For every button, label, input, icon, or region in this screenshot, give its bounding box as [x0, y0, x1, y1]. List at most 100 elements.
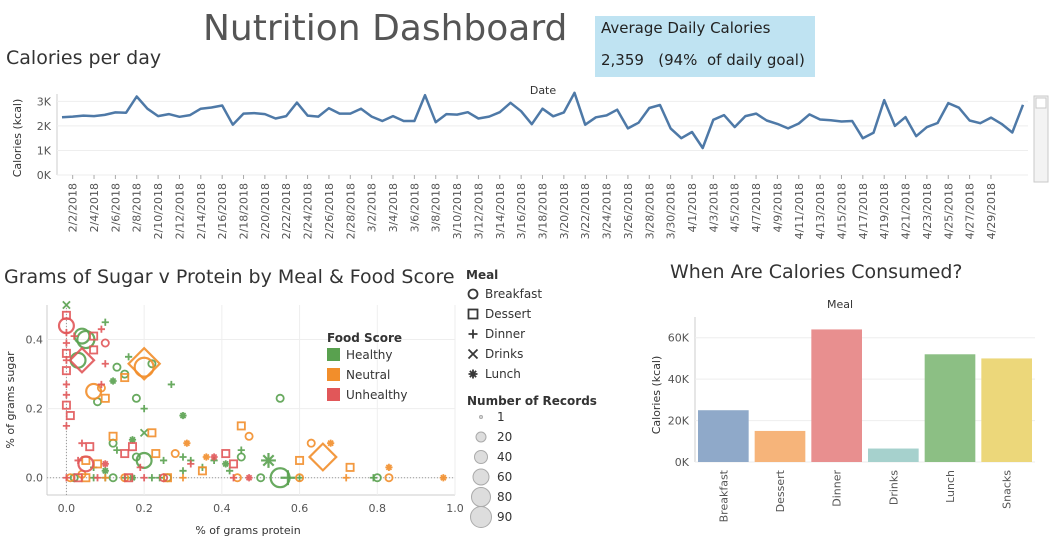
size-legend-label: 60 [497, 470, 512, 484]
scatter-point [62, 391, 71, 399]
food-score-swatch [327, 368, 340, 381]
scatter-xlabel: % of grams protein [195, 524, 300, 537]
scatter-point [170, 449, 180, 459]
scatter-point [236, 421, 246, 431]
scatter-point [295, 473, 305, 483]
size-legend-label: 90 [497, 510, 512, 524]
scatter-point [439, 474, 447, 482]
scatter-point [62, 380, 71, 389]
scatter-point [245, 474, 253, 482]
size-legend-label: 20 [497, 430, 512, 444]
line-chart-top-xlabel: Date [530, 84, 557, 97]
scatter-point [385, 463, 393, 471]
line-xtick-label: 4/17/2018 [857, 183, 870, 239]
line-xtick-label: 2/8/2018 [131, 183, 144, 232]
line-xtick-label: 4/5/2018 [729, 183, 742, 232]
food-score-label: Unhealthy [346, 388, 407, 402]
scatter-point [179, 453, 187, 461]
scatter-point [148, 474, 156, 482]
scatter-point [384, 473, 394, 483]
bar-breakfast [698, 410, 749, 462]
scatter-point [89, 345, 99, 355]
scatter-point [101, 360, 109, 368]
line-xtick-label: 3/30/2018 [665, 183, 678, 239]
scatter-point [101, 474, 109, 482]
size-legend-circle [474, 450, 488, 464]
line-chart: Date Calories (kcal) 0K 1K 2K 3K 2/2/2018 2/… [11, 84, 1049, 239]
line-xtick-label: 2/6/2018 [109, 183, 122, 232]
scatter-point [159, 473, 169, 483]
line-xtick-label: 2/16/2018 [216, 183, 229, 239]
scatter-point [100, 393, 110, 403]
scatter-point [256, 473, 266, 483]
calories-line [61, 91, 1025, 150]
line-xtick-label: 2/4/2018 [88, 183, 101, 232]
scatter-point [128, 436, 137, 444]
line-chart-ylabel: Calories (kcal) [11, 99, 24, 178]
scatter-point [101, 460, 109, 468]
line-xtick-label: 3/26/2018 [622, 183, 635, 239]
line-ytick-label: 3K [37, 95, 52, 108]
bar-ytick-label: 20K [668, 415, 690, 428]
scatter-point [65, 411, 75, 421]
scrollbar-thumb[interactable] [1035, 97, 1047, 109]
meal-legend-icon [467, 308, 479, 320]
line-xtick-label: 4/29/2018 [985, 183, 998, 239]
line-xtick-label: 2/20/2018 [259, 183, 272, 239]
dashboard-title: Nutrition Dashboard [203, 8, 568, 49]
meal-legend-title: Meal [466, 268, 498, 282]
bar-snacks [981, 358, 1032, 462]
scatter-point [140, 474, 148, 482]
bar-category-label: Lunch [944, 470, 957, 503]
food-score-legend-title: Food Score [327, 331, 402, 345]
line-xtick-label: 3/18/2018 [537, 183, 550, 239]
scatter-point [151, 449, 161, 459]
line-xtick-label: 4/1/2018 [686, 183, 699, 232]
scatter-point [202, 453, 210, 461]
scatter-ytick-label: 0.2 [26, 403, 44, 416]
scatter-point [229, 474, 238, 482]
size-legend-circle [471, 487, 491, 507]
size-legend-label: 1 [497, 410, 505, 424]
scatter-point [101, 467, 109, 475]
scatter-point [327, 439, 335, 447]
scatter-point [127, 442, 137, 452]
scatter-point [69, 351, 87, 369]
line-xtick-label: 4/13/2018 [814, 183, 827, 239]
scatter-point [101, 318, 109, 326]
scatter-ylabel: % of grams sugar [4, 351, 17, 449]
line-xtick-label: 4/23/2018 [921, 183, 934, 239]
scatter-point [295, 455, 305, 465]
line-xtick-label: 2/2/2018 [67, 183, 80, 232]
line-xtick-label: 2/18/2018 [238, 183, 251, 239]
scatter-point [345, 462, 355, 472]
meal-legend-label: Dinner [485, 327, 525, 341]
scatter-point [113, 446, 121, 454]
line-xtick-label: 3/28/2018 [643, 183, 656, 239]
bar-category-label: Snacks [1001, 470, 1014, 509]
scatter-ytick-label: 0.0 [26, 472, 44, 485]
scatter-point [210, 453, 218, 461]
scatter-point [70, 332, 78, 340]
meal-legend-icon [467, 288, 479, 300]
scatter-point [85, 442, 95, 452]
line-xtick-label: 3/4/2018 [387, 183, 400, 232]
bar-dinner [811, 329, 862, 462]
line-xtick-label: 4/27/2018 [964, 183, 977, 239]
scatter-point [307, 442, 338, 472]
scatter-xtick-label: 0.8 [369, 502, 387, 515]
bar-chart: Meal Calories (kcal) 0K 20K 40K 60K Breakfa… [650, 298, 1035, 522]
scatter-point [140, 405, 148, 413]
meal-legend-icon [467, 348, 479, 360]
food-score-label: Neutral [346, 368, 390, 382]
scatter-point [62, 300, 71, 310]
scatter-point [236, 452, 246, 462]
vertical-scrollbar[interactable] [1033, 95, 1049, 183]
size-legend-circle [472, 468, 490, 486]
scatter-point [108, 473, 118, 483]
scatter-point [61, 400, 71, 410]
line-xtick-label: 3/24/2018 [601, 183, 614, 239]
line-xtick-label: 4/7/2018 [750, 183, 763, 232]
scatter-point [61, 366, 71, 376]
scatter-point [62, 329, 71, 337]
